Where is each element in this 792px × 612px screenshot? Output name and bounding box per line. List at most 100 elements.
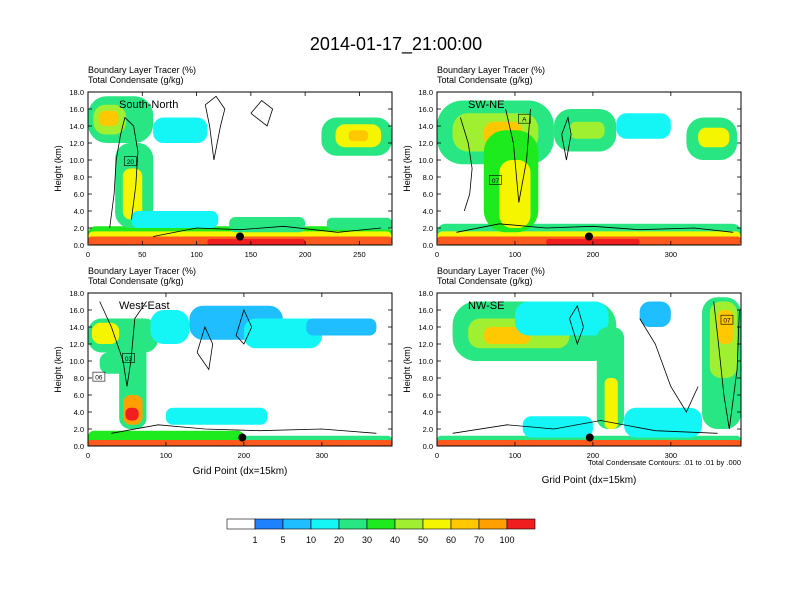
contour-note: Total Condensate Contours: .01 to .01 by… [588,458,741,467]
filled-contours [437,297,741,446]
plot-frame [436,91,742,246]
y-tick-label: 2.0 [423,425,433,434]
filled-contours [88,301,392,446]
colorbar-swatch [226,518,256,530]
tracer-fill-region [522,416,593,438]
y-axis-label: Height (km) [402,346,412,393]
y-tick-label: 8.0 [423,374,433,383]
panel-subtitle-field-2: Total Condensate (g/kg) [437,276,533,286]
y-tick-label: 6.0 [74,391,84,400]
x-tick-label: 0 [86,250,90,259]
colorbar-label: 20 [334,535,344,545]
colorbar-swatch [450,518,480,530]
x-tick-label: 100 [190,250,203,259]
tracer-fill-region [717,310,734,344]
condensate-contour-line [505,108,531,203]
colorbar-swatch [310,518,340,530]
tracer-fill-region [150,310,190,344]
condensate-contour-line [196,325,214,371]
tracer-fill-region [91,322,120,344]
tracer-fill-region [639,301,671,327]
y-tick-label: 12.0 [418,340,433,349]
panel-subtitle-field-2: Total Condensate (g/kg) [437,75,533,85]
x-tick-label: 0 [435,451,439,460]
plot-frame [87,91,393,246]
tracer-fill-region [165,407,268,425]
tracer-fill-region [207,239,306,245]
panel-subtitle-field-1: Boundary Layer Tracer (%) [437,65,545,75]
y-tick-label: 4.0 [423,408,433,417]
y-tick-label: 0.0 [74,241,84,250]
tracer-fill-region [98,110,119,126]
condensate-contour-line [99,301,147,387]
x-tick-label: 0 [435,250,439,259]
x-axis-label: Grid Point (dx=15km) [193,466,288,477]
x-tick-label: 200 [587,250,600,259]
location-marker [236,232,244,241]
colorbar-label: 30 [362,535,372,545]
panel-subtitle-field-1: Boundary Layer Tracer (%) [88,65,196,75]
x-tick-label: 200 [238,451,251,460]
x-tick-label: 100 [160,451,173,460]
condensate-contour-line [561,115,572,161]
y-tick-label: 4.0 [423,207,433,216]
y-tick-label: 16.0 [418,105,433,114]
tracer-fill-region [499,160,531,228]
y-tick-label: 10.0 [418,357,433,366]
panel-subtitle-field-1: Boundary Layer Tracer (%) [88,266,196,276]
colorbar-swatch [506,518,536,530]
colorbar-swatch [338,518,368,530]
svg-text:06: 06 [95,375,103,382]
y-tick-label: 14.0 [418,323,433,332]
tracer-fill-region [131,211,219,228]
tracer-fill-region [698,127,730,148]
x-tick-label: 100 [509,250,522,259]
panel-subtitle-field-2: Total Condensate (g/kg) [88,276,184,286]
y-tick-label: 14.0 [418,122,433,131]
y-axis-label: Height (km) [53,145,63,192]
tracer-fill-region [348,130,369,142]
tracer-fill-region [243,318,322,349]
location-marker [585,433,594,442]
y-tick-label: 8.0 [74,374,84,383]
contour-label: 07 [489,175,502,185]
y-tick-label: 16.0 [69,306,84,315]
colorbar-label: 10 [306,535,316,545]
condensate-contour-line [250,99,274,127]
y-tick-label: 0.0 [74,442,84,451]
y-tick-label: 16.0 [418,306,433,315]
y-tick-label: 16.0 [69,105,84,114]
tracer-fill-region [514,301,609,336]
y-tick-label: 0.0 [423,241,433,250]
x-tick-label: 150 [245,250,258,259]
panel-sw-ne: Boundary Layer Tracer (%)Total Condensat… [402,65,742,259]
tracer-fill-region [624,407,703,438]
y-tick-label: 10.0 [69,357,84,366]
y-tick-label: 8.0 [423,173,433,182]
svg-text:07: 07 [723,318,731,325]
y-tick-label: 12.0 [418,139,433,148]
condensate-contour-line [460,117,473,212]
panel-label: South-North [119,99,178,111]
contour-label: A [518,113,531,124]
panels-group: Boundary Layer Tracer (%)Total Condensat… [53,65,742,486]
colorbar-label: 70 [474,535,484,545]
x-tick-label: 200 [587,451,600,460]
tracer-fill-region [229,216,306,233]
contour-label: 07 [720,314,734,325]
tracer-fill-region [569,121,605,139]
colorbar-swatch [282,518,312,530]
x-axis-label: Grid Point (dx=15km) [542,475,637,486]
tracer-fill-region [437,440,741,446]
y-tick-label: 6.0 [423,190,433,199]
svg-text:20: 20 [127,159,135,166]
condensate-contour-line [456,223,734,233]
filled-contours [88,95,392,245]
panel-label: NW-SE [468,300,504,312]
condensate-contour-line [452,420,718,434]
tracer-fill-region [122,168,143,220]
tracer-fill-region [125,407,139,421]
condensate-contour-line [713,301,740,430]
filled-contours [437,100,741,245]
x-tick-label: 100 [509,451,522,460]
